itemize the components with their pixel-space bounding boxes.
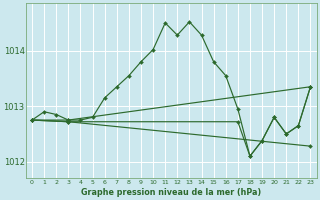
X-axis label: Graphe pression niveau de la mer (hPa): Graphe pression niveau de la mer (hPa) [81, 188, 261, 197]
